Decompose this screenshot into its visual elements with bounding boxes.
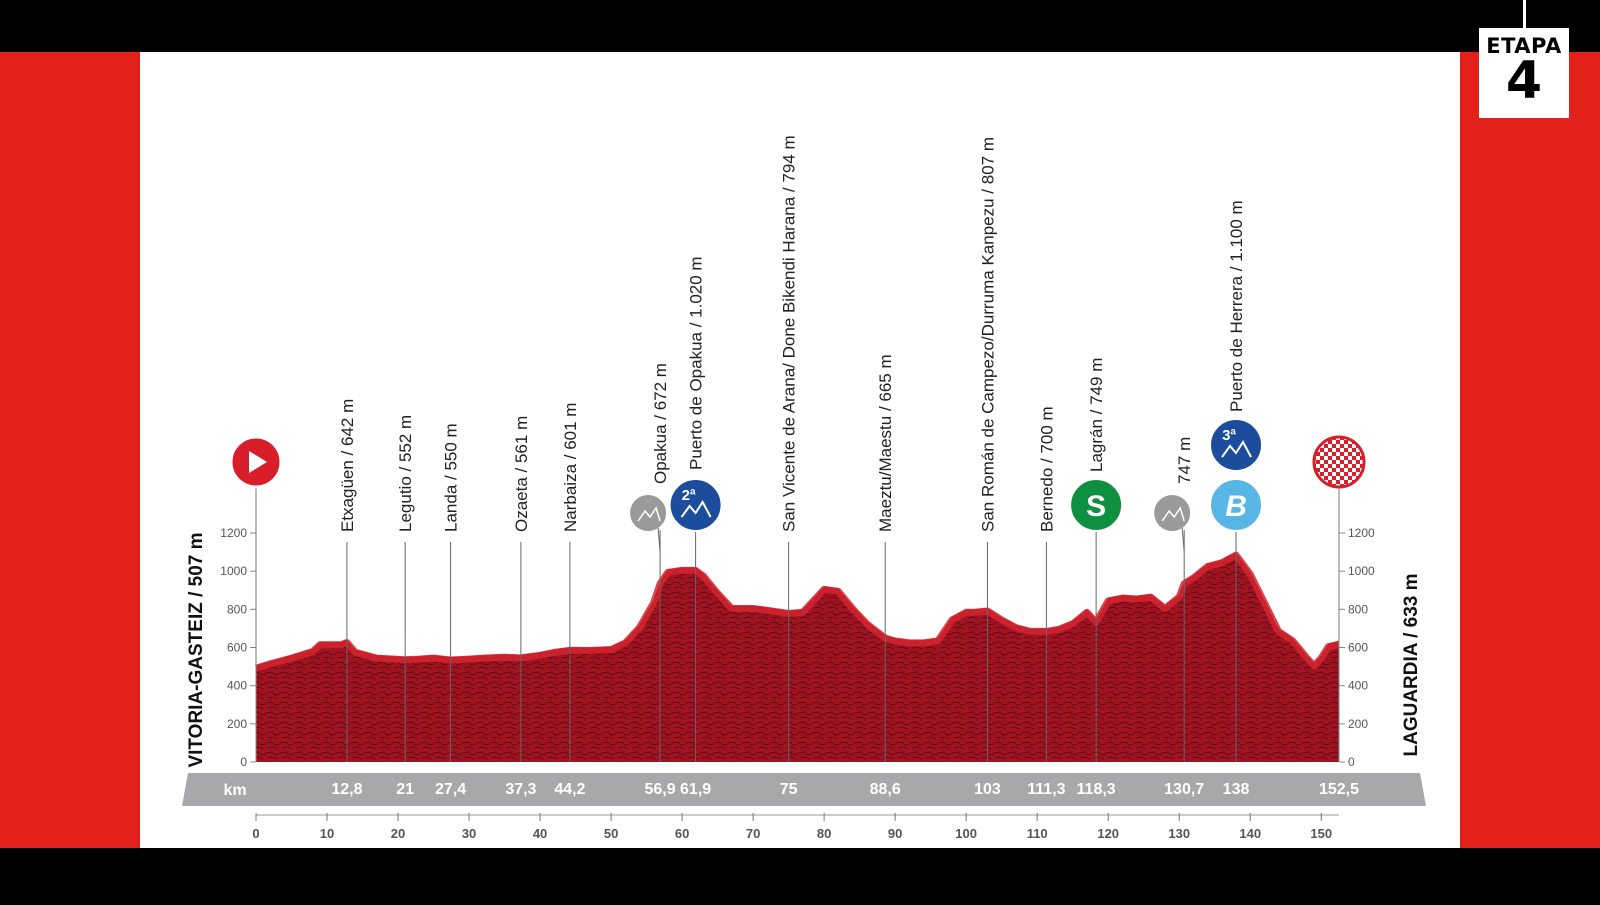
mountain-icon — [680, 500, 712, 518]
stage-badge-label: ETAPA — [1486, 34, 1562, 58]
y-tick-label-left: 800 — [227, 602, 247, 616]
start-location-label: VITORIA-GASTEIZ / 507 m — [186, 532, 207, 767]
right-red-panel — [1460, 52, 1600, 848]
x-tick-label: 60 — [675, 826, 689, 841]
start-play-icon — [249, 451, 267, 473]
point-label: Ozaeta / 561 m — [512, 416, 531, 532]
y-tick-label-left: 0 — [240, 755, 247, 769]
y-tick-label-right: 400 — [1348, 679, 1368, 693]
finish-location-label: LAGUARDIA / 633 m — [1401, 574, 1422, 757]
y-tick-label-right: 1000 — [1348, 564, 1375, 578]
y-tick-label-left: 1000 — [220, 564, 247, 578]
profile-area — [256, 552, 1339, 762]
x-tick-label: 20 — [391, 826, 405, 841]
point-label: Opakua / 672 m — [651, 363, 670, 484]
bottom-black-bar — [0, 848, 1600, 900]
point-label: Legutio / 552 m — [396, 415, 415, 532]
y-tick-label-left: 400 — [227, 679, 247, 693]
stage-badge-number: 4 — [1505, 51, 1543, 111]
y-tick-label-left: 200 — [227, 717, 247, 731]
x-tick-label: 150 — [1310, 826, 1332, 841]
sprint-label: S — [1086, 490, 1106, 523]
intermediate-leader-line — [1181, 527, 1185, 553]
x-tick-label: 100 — [955, 826, 977, 841]
x-tick-label: 30 — [462, 826, 476, 841]
y-tick-label-right: 1200 — [1348, 526, 1375, 540]
finish-marker — [1312, 435, 1366, 489]
point-label: 747 m — [1175, 437, 1194, 484]
km-value-label: 103 — [974, 781, 1001, 798]
x-tick-label: 70 — [746, 826, 760, 841]
km-value-label: 56,9 — [645, 781, 676, 798]
climb-category-label: 3ª — [1222, 427, 1236, 444]
badge-stick — [1523, 0, 1526, 28]
intermediate-climb-marker — [1152, 493, 1193, 533]
sprint-marker — [1069, 478, 1124, 532]
km-value-label: 27,4 — [435, 781, 466, 798]
km-value-label: 88,6 — [870, 781, 901, 798]
y-tick-label-left: 600 — [227, 641, 247, 655]
x-tick-label: 120 — [1097, 826, 1119, 841]
y-tick-label-right: 600 — [1348, 641, 1368, 655]
point-label: Lagrán / 749 m — [1087, 358, 1106, 472]
y-tick-label-left: 1200 — [220, 526, 247, 540]
x-tick-label: 80 — [817, 826, 831, 841]
y-tick-label-right: 800 — [1348, 602, 1368, 616]
x-tick-label: 130 — [1168, 826, 1190, 841]
km-value-label: 130,7 — [1164, 781, 1204, 798]
point-label: San Vicente de Arana/ Done Bikendi Haran… — [780, 135, 799, 532]
y-tick-label-right: 0 — [1348, 755, 1355, 769]
point-label: Narbaiza / 601 m — [561, 403, 580, 532]
intermediate-mountain-icon — [1161, 506, 1185, 522]
mountain-icon — [1221, 440, 1252, 458]
km-value-label: 75 — [780, 781, 798, 798]
km-value-label: 12,8 — [331, 781, 362, 798]
km-value-label: 44,2 — [554, 781, 585, 798]
km-value-label: 118,3 — [1077, 781, 1116, 798]
y-tick-label-right: 200 — [1348, 717, 1368, 731]
km-band — [182, 773, 1426, 806]
km-value-label: 111,3 — [1027, 781, 1065, 798]
km-value-label: 37,3 — [505, 781, 536, 798]
x-tick-label: 90 — [888, 826, 902, 841]
x-tick-label: 0 — [252, 826, 259, 841]
climb-category-marker — [668, 478, 723, 532]
x-tick-label: 40 — [533, 826, 547, 841]
km-value-label: 61,9 — [680, 781, 711, 798]
left-red-panel — [0, 52, 140, 848]
x-tick-label: 110 — [1027, 826, 1048, 841]
bonus-marker — [1209, 478, 1264, 532]
intermediate-leader-line — [657, 527, 661, 553]
x-tick-label: 10 — [320, 826, 334, 841]
km-value-label: 138 — [1223, 781, 1250, 798]
km-band-label: km — [223, 782, 246, 799]
point-label: Maeztu/Maestu / 665 m — [876, 354, 895, 532]
km-value-label: 21 — [396, 781, 414, 798]
climb-category-marker — [1209, 418, 1264, 472]
point-label: Etxagüen / 642 m — [338, 399, 357, 532]
intermediate-mountain-icon — [637, 506, 661, 522]
point-label: Puerto de Opakua / 1.020 m — [687, 256, 706, 470]
x-tick-label: 140 — [1239, 826, 1261, 841]
bonus-label: B — [1225, 490, 1247, 523]
x-tick-label: 50 — [604, 826, 618, 841]
point-label: Bernedo / 700 m — [1037, 406, 1056, 532]
km-value-label: 152,5 — [1319, 781, 1359, 798]
profile-edge — [254, 551, 1340, 672]
top-black-bar — [0, 0, 1600, 52]
point-label: San Román de Campezo/Durruma Kanpezu / 8… — [978, 137, 997, 532]
intermediate-climb-marker — [628, 493, 669, 533]
point-label: Puerto de Herrera / 1.100 m — [1227, 200, 1246, 412]
stage-badge: ETAPA 4 — [1479, 28, 1569, 118]
climb-category-label: 2ª — [682, 487, 696, 504]
point-label: Landa / 550 m — [442, 423, 461, 532]
